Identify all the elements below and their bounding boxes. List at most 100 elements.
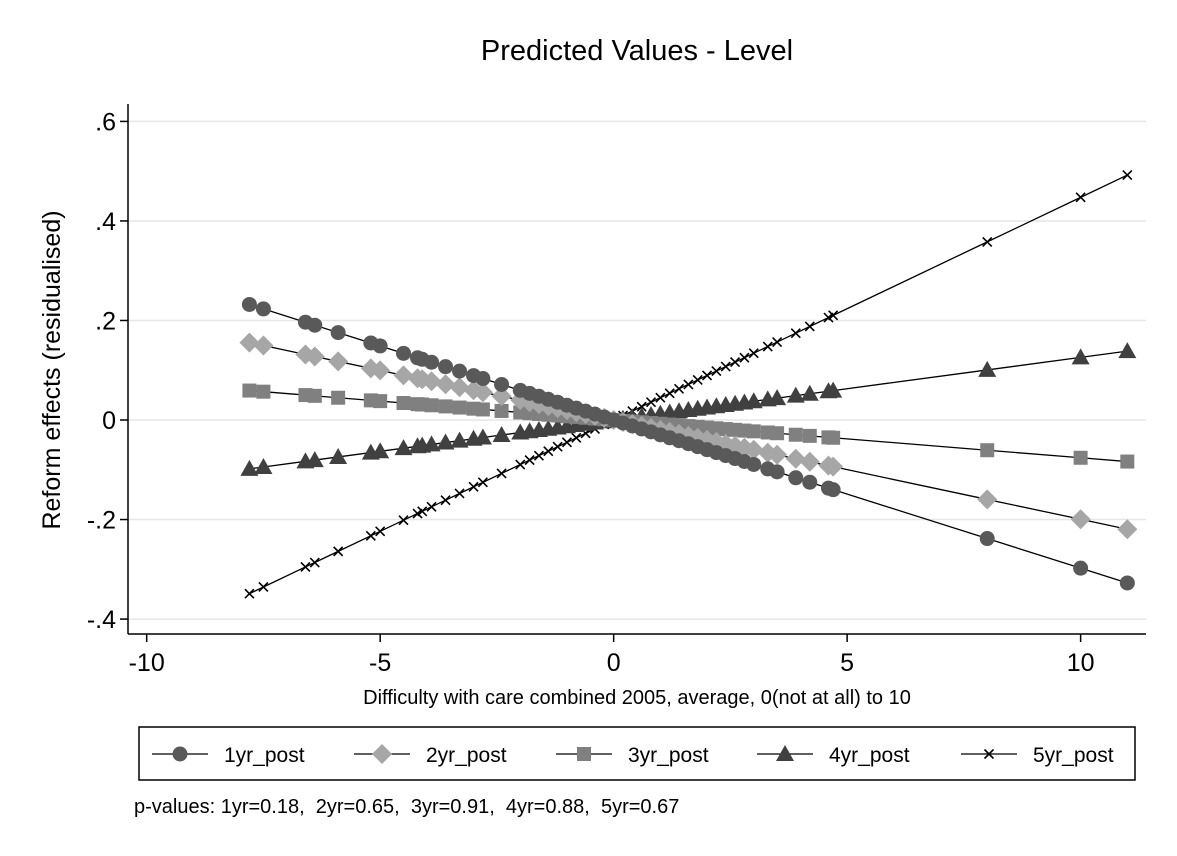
data-point-3yr_post: [452, 400, 467, 415]
data-point-3yr_post: [746, 424, 761, 439]
x-axis-ticks: -10 -5 0 5 10: [129, 634, 1095, 677]
x-tick-label: 5: [840, 649, 854, 677]
data-point-5yr_post: [655, 392, 666, 403]
data-point-3yr_post: [475, 402, 490, 417]
data-point-3yr_post: [256, 384, 271, 399]
data-point-1yr_post: [255, 301, 271, 317]
x-axis-label: Difficulty with care combined 2005, aver…: [363, 687, 911, 709]
y-tick-label: .2: [95, 307, 116, 335]
data-point-4yr_post: [371, 442, 390, 459]
data-point-4yr_post: [744, 392, 763, 409]
data-point-2yr_post: [449, 377, 470, 398]
y-axis-label: Reform effects (residualised): [38, 210, 66, 529]
data-point-1yr_post: [452, 363, 468, 379]
data-point-3yr_post: [307, 388, 322, 403]
data-point-4yr_post: [492, 426, 511, 443]
data-point-5yr_post: [683, 379, 694, 390]
legend-item-1yr_post: 1yr_post: [152, 744, 305, 767]
legend-item-2yr_post: 2yr_post: [354, 744, 507, 767]
data-point-4yr_post: [436, 433, 455, 450]
data-point-2yr_post: [304, 346, 325, 367]
data-point-4yr_post: [394, 439, 413, 456]
data-point-5yr_post: [440, 495, 451, 506]
data-point-3yr_post: [242, 383, 257, 398]
data-point-2yr_post: [421, 371, 442, 392]
data-point-5yr_post: [772, 337, 783, 348]
data-point-3yr_post: [494, 403, 509, 418]
y-tick-label: -.4: [87, 606, 116, 634]
data-point-5yr_post: [673, 383, 685, 394]
data-point-3yr_post: [373, 394, 388, 409]
data-point-1yr_post: [330, 325, 346, 341]
data-point-1yr_post: [825, 482, 841, 498]
data-point-5yr_post: [748, 348, 759, 359]
legend-items: 1yr_post 2yr_post 3yr_post 4yr_post 5yr_post: [152, 744, 1114, 767]
data-point-5yr_post: [375, 526, 386, 537]
data-point-1yr_post: [1073, 560, 1089, 576]
y-tick-label: 0: [102, 407, 116, 435]
data-point-5yr_post: [1122, 170, 1133, 181]
data-point-2yr_post: [393, 365, 414, 386]
data-point-1yr_post: [979, 531, 995, 547]
data-point-5yr_post: [711, 365, 722, 377]
data-point-5yr_post: [828, 310, 839, 321]
data-point-3yr_post: [424, 398, 439, 413]
data-point-2yr_post: [435, 374, 456, 395]
data-point-2yr_post: [743, 439, 764, 460]
data-point-5yr_post: [561, 437, 573, 448]
data-point-5yr_post: [309, 557, 320, 568]
data-point-5yr_post: [790, 328, 801, 339]
data-point-5yr_post: [982, 236, 993, 247]
data-point-5yr_post: [244, 588, 255, 599]
data-point-2yr_post: [328, 351, 349, 372]
data-point-5yr_post: [720, 361, 731, 372]
data-point-4yr_post: [800, 384, 819, 401]
legend-item-5yr_post: 5yr_post: [961, 744, 1114, 767]
data-point-4yr_post: [1118, 342, 1137, 359]
legend-marker-triangle: [776, 745, 794, 761]
data-point-4yr_post: [254, 457, 273, 474]
data-point-5yr_post: [552, 441, 563, 452]
y-tick-label: -.2: [87, 507, 116, 535]
data-point-5yr_post: [701, 370, 713, 381]
data-point-3yr_post: [331, 390, 346, 405]
data-point-1yr_post: [424, 354, 440, 370]
data-point-4yr_post: [768, 389, 787, 406]
data-point-5yr_post: [533, 450, 545, 461]
data-point-4yr_post: [473, 428, 492, 445]
data-point-1yr_post: [307, 317, 323, 333]
data-point-3yr_post: [396, 396, 411, 411]
data-point-3yr_post: [788, 427, 803, 442]
data-point-4yr_post: [786, 386, 805, 403]
data-point-5yr_post: [365, 530, 376, 541]
data-point-1yr_post: [438, 359, 454, 375]
data-point-5yr_post: [477, 477, 488, 488]
data-point-4yr_post: [450, 431, 469, 448]
data-point-3yr_post: [980, 443, 995, 458]
chart-title: Predicted Values - Level: [481, 35, 793, 67]
data-point-5yr_post: [426, 501, 437, 512]
legend-label: 2yr_post: [426, 744, 507, 767]
data-point-1yr_post: [746, 456, 762, 472]
data-point-5yr_post: [300, 561, 311, 573]
data-point-5yr_post: [496, 468, 507, 479]
data-point-2yr_post: [370, 360, 391, 381]
data-point-4yr_post: [1071, 348, 1090, 365]
data-point-5yr_post: [258, 581, 269, 593]
data-point-1yr_post: [475, 371, 491, 387]
legend-marker-x: [983, 748, 995, 760]
legend-label: 4yr_post: [829, 744, 910, 767]
data-point-5yr_post: [417, 506, 428, 517]
legend-item-4yr_post: 4yr_post: [757, 744, 910, 767]
data-point-2yr_post: [472, 382, 493, 403]
data-point-3yr_post: [1120, 454, 1135, 469]
data-point-3yr_post: [802, 428, 817, 443]
data-point-1yr_post: [494, 376, 510, 392]
data-point-5yr_post: [454, 488, 465, 499]
plot-area: [239, 170, 1138, 599]
data-point-2yr_post: [491, 386, 512, 407]
y-axis-ticks: .6 .4 .2 0 -.2 -.4: [87, 108, 128, 634]
data-point-5yr_post: [515, 459, 526, 470]
data-point-3yr_post: [438, 399, 453, 414]
